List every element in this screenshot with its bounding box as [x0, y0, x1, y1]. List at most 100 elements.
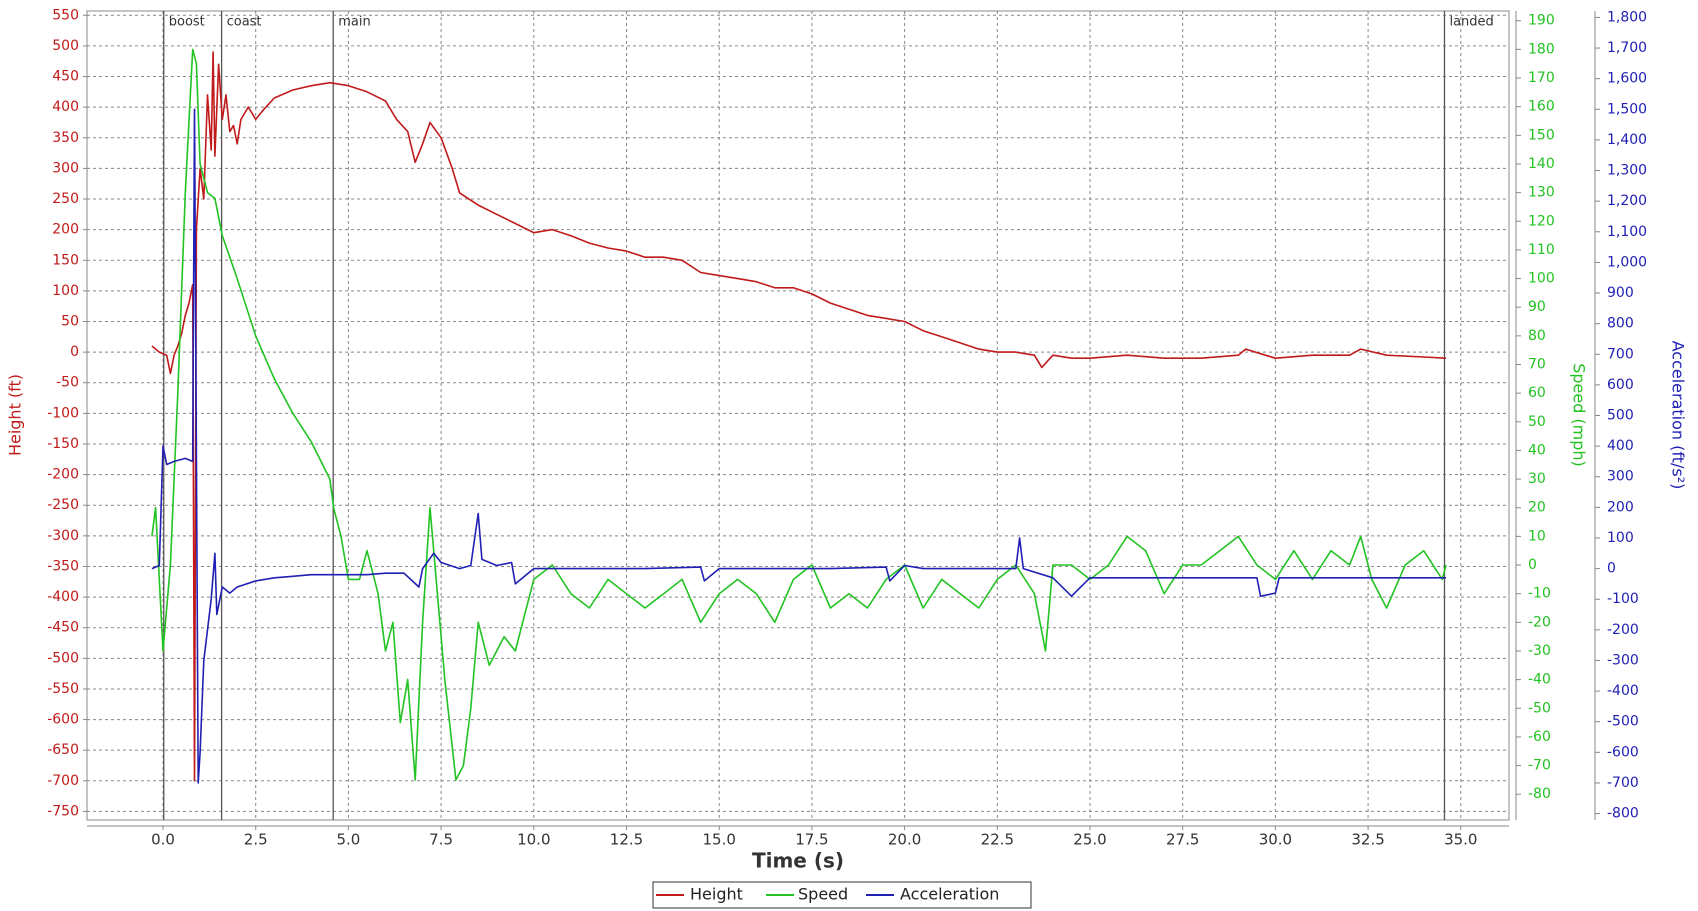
y2-tick-label: 120 [1528, 213, 1555, 229]
y-tick-label: 100 [52, 283, 79, 299]
y3-tick-label: 800 [1607, 316, 1634, 332]
y2-tick-label: 80 [1528, 328, 1546, 344]
y2-tick-label: -10 [1528, 586, 1551, 602]
x-tick-label: 25.0 [1073, 831, 1106, 849]
x-axis-title: Time (s) [752, 849, 844, 873]
y-tick-label: -50 [56, 375, 79, 391]
y2-tick-label: 60 [1528, 385, 1546, 401]
legend [652, 881, 1032, 909]
x-tick-label: 17.5 [795, 831, 828, 849]
y-tick-label: 450 [52, 69, 79, 85]
y2-axis-title: Speed (mph) [1570, 363, 1589, 467]
y3-tick-label: -200 [1607, 622, 1639, 638]
y3-tick-label: 200 [1607, 499, 1634, 515]
y-tick-label: 400 [52, 99, 79, 115]
x-tick-label: 22.5 [981, 831, 1014, 849]
y-tick-label: -150 [47, 436, 79, 452]
x-tick-label: 12.5 [610, 831, 643, 849]
y3-tick-label: 1,500 [1607, 101, 1647, 117]
y-tick-label: 550 [52, 7, 79, 23]
y3-tick-label: 1,000 [1607, 254, 1647, 270]
y-axis-title: Height (ft) [6, 374, 25, 456]
y3-tick-label: 1,600 [1607, 71, 1647, 87]
event-label: landed [1449, 15, 1493, 30]
y2-tick-label: 150 [1528, 127, 1555, 143]
y3-tick-label: 100 [1607, 530, 1634, 546]
x-tick-label: 0.0 [151, 831, 175, 849]
event-label: boost [169, 15, 205, 30]
y3-tick-label: 1,800 [1607, 9, 1647, 25]
series-line [151, 51, 1447, 782]
y2-tick-label: 20 [1528, 500, 1546, 516]
x-tick-label: 20.0 [888, 831, 921, 849]
y3-tick-label: 400 [1607, 438, 1634, 454]
y2-tick-label: 180 [1528, 41, 1555, 57]
y2-tick-label: -80 [1528, 786, 1551, 802]
x-tick-label: 15.0 [703, 831, 736, 849]
y3-tick-label: 600 [1607, 377, 1634, 393]
y3-tick-label: -700 [1607, 775, 1639, 791]
y3-tick-label: 500 [1607, 408, 1634, 424]
y2-tick-label: -50 [1528, 700, 1551, 716]
y2-tick-label: 50 [1528, 414, 1546, 430]
y-tick-label: -600 [47, 712, 79, 728]
y3-tick-label: 0 [1607, 561, 1616, 577]
y3-tick-label: 1,200 [1607, 193, 1647, 209]
x-tick-label: 30.0 [1259, 831, 1292, 849]
y-tick-label: -100 [47, 405, 79, 421]
y2-tick-label: 140 [1528, 156, 1555, 172]
y3-tick-label: 1,100 [1607, 224, 1647, 240]
y2-tick-label: 90 [1528, 299, 1546, 315]
y2-tick-label: 30 [1528, 471, 1546, 487]
y2-tick-label: -20 [1528, 614, 1551, 630]
y-tick-label: 250 [52, 191, 79, 207]
x-tick-label: 32.5 [1351, 831, 1384, 849]
y2-tick-label: 0 [1528, 557, 1537, 573]
y-tick-label: -450 [47, 620, 79, 636]
y3-tick-label: -400 [1607, 683, 1639, 699]
y-tick-label: -200 [47, 467, 79, 483]
y2-tick-label: -60 [1528, 729, 1551, 745]
plot-area [86, 10, 1510, 821]
y2-tick-label: -70 [1528, 758, 1551, 774]
x-tick-label: 35.0 [1444, 831, 1477, 849]
legend-label: Acceleration [900, 885, 999, 904]
y-tick-label: -500 [47, 650, 79, 666]
x-tick-label: 10.0 [517, 831, 550, 849]
y2-tick-label: 40 [1528, 442, 1546, 458]
y3-tick-label: -100 [1607, 591, 1639, 607]
y3-tick-label: 1,400 [1607, 132, 1647, 148]
series-line [151, 108, 1446, 784]
y-tick-label: -750 [47, 803, 79, 819]
y-tick-label: -650 [47, 742, 79, 758]
y-tick-label: 300 [52, 160, 79, 176]
x-tick-label: 5.0 [336, 831, 360, 849]
y3-tick-label: 700 [1607, 346, 1634, 362]
y-tick-label: -250 [47, 497, 79, 513]
y2-tick-label: 130 [1528, 185, 1555, 201]
y-tick-label: -550 [47, 681, 79, 697]
event-label: main [338, 15, 370, 30]
y3-tick-label: -800 [1607, 806, 1639, 822]
event-label: coast [227, 15, 262, 30]
y-tick-label: -400 [47, 589, 79, 605]
y-tick-label: 0 [70, 344, 79, 360]
y-tick-label: 150 [52, 252, 79, 268]
x-tick-label: 7.5 [429, 831, 453, 849]
y3-tick-label: -500 [1607, 714, 1639, 730]
y2-tick-label: 190 [1528, 13, 1555, 29]
y3-tick-label: 300 [1607, 469, 1634, 485]
y-tick-label: 200 [52, 222, 79, 238]
y2-tick-label: -30 [1528, 643, 1551, 659]
y2-tick-label: 100 [1528, 271, 1555, 287]
y2-tick-label: -40 [1528, 672, 1551, 688]
y-tick-label: 50 [61, 313, 79, 329]
y2-tick-label: 160 [1528, 99, 1555, 115]
x-tick-label: 27.5 [1166, 831, 1199, 849]
legend-label: Height [690, 885, 743, 904]
y3-axis-title: Acceleration (ft/s²) [1669, 341, 1688, 490]
y-tick-label: 350 [52, 130, 79, 146]
series-line [151, 48, 1447, 781]
y3-tick-label: 1,700 [1607, 40, 1647, 56]
